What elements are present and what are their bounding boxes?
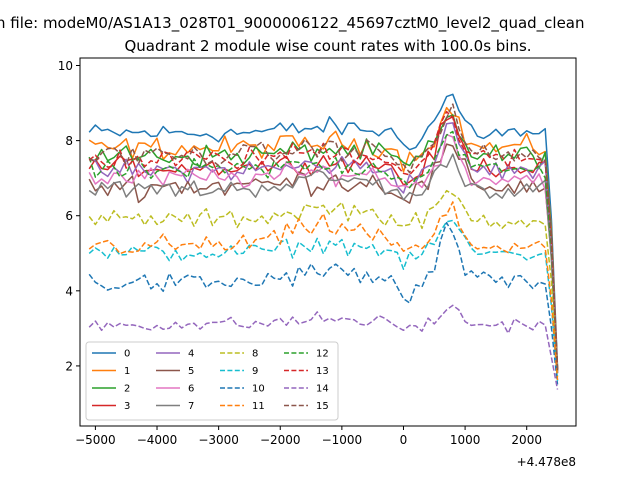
y-axis: 2 4 6 8 10 — [58, 59, 80, 373]
series-line-0 — [88, 93, 559, 367]
y-tick-label: 8 — [65, 134, 73, 148]
series-line-1 — [88, 106, 559, 369]
legend-label-7: 7 — [188, 401, 194, 412]
y-tick-label: 10 — [58, 59, 73, 73]
legend-box — [85, 341, 339, 421]
series-line-15 — [88, 103, 559, 370]
series-line-11 — [88, 201, 559, 381]
legend-label-13: 13 — [316, 366, 329, 377]
x-tick-label: 2000 — [511, 433, 542, 447]
plot-frame — [79, 57, 577, 427]
chart-title: Quadrant 2 module wise count rates with … — [124, 37, 531, 55]
x-tick-label: −2000 — [260, 433, 301, 447]
x-tick-label: −3000 — [198, 433, 239, 447]
legend-label-15: 15 — [316, 401, 329, 412]
legend-label-11: 11 — [252, 401, 265, 412]
x-tick-label: 0 — [400, 433, 408, 447]
x-axis: −5000 −4000 −3000 −2000 −1000 0 1000 2000 — [75, 426, 542, 447]
legend-label-2: 2 — [124, 384, 130, 395]
series-line-7 — [88, 153, 559, 374]
y-tick-label: 4 — [65, 284, 73, 298]
series-line-9 — [88, 219, 559, 381]
legend-label-1: 1 — [124, 366, 130, 377]
legend-label-10: 10 — [252, 384, 265, 395]
legend-label-0: 0 — [124, 349, 130, 360]
y-tick-label: 6 — [65, 209, 73, 223]
legend-label-14: 14 — [316, 384, 329, 395]
series-line-14 — [88, 304, 559, 390]
x-tick-label: −5000 — [75, 433, 116, 447]
x-tick-label: −4000 — [137, 433, 178, 447]
legend-label-12: 12 — [316, 349, 329, 360]
series-line-6 — [88, 133, 559, 372]
y-tick-label: 2 — [65, 359, 73, 373]
legend-label-5: 5 — [188, 366, 194, 377]
legend-label-3: 3 — [124, 401, 130, 412]
series-line-10 — [88, 221, 559, 385]
figure-suptitle: n file: modeM0/AS1A13_028T01_9000006122_… — [0, 14, 585, 33]
series-layer — [88, 93, 559, 390]
series-line-8 — [88, 189, 559, 377]
x-tick-label: 1000 — [450, 433, 481, 447]
legend-label-4: 4 — [188, 349, 194, 360]
legend-label-8: 8 — [252, 349, 258, 360]
series-line-12 — [88, 130, 559, 372]
x-tick-label: −1000 — [322, 433, 363, 447]
series-line-3 — [88, 115, 559, 371]
legend-label-9: 9 — [252, 366, 258, 377]
x-offset-label: +4.478e8 — [517, 455, 576, 469]
series-line-2 — [89, 114, 559, 370]
legend-label-6: 6 — [188, 384, 194, 395]
